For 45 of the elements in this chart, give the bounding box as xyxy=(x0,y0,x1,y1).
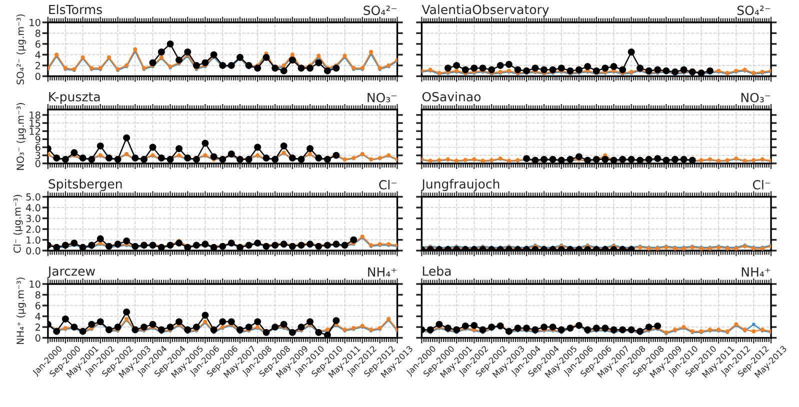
y-tick-label: 4.0 xyxy=(26,204,40,212)
y-tick-label: 6 xyxy=(35,144,40,152)
y-tick-label: 0 xyxy=(35,160,40,168)
y-tick-label: 0.0 xyxy=(26,247,40,254)
y-tick-label: 2 xyxy=(36,62,40,70)
text: NH₄⁺ xyxy=(368,267,396,277)
y-axis-title: Cl⁻ (µg.m⁻³) xyxy=(13,194,23,253)
chart-title: ElsTorms xyxy=(49,4,102,14)
y-tick-label: 6 xyxy=(35,302,40,310)
y-tick-label: 0 xyxy=(35,72,40,80)
text: SO₄²⁻ xyxy=(737,6,770,16)
y-tick-label: 9 xyxy=(35,136,40,144)
y-tick-label: 6 xyxy=(35,40,40,48)
y-tick-label: 4 xyxy=(35,312,40,320)
text: NH₄⁺ xyxy=(742,267,770,277)
y-tick-label: 10 xyxy=(30,18,40,26)
chart-title: ValentiaObservatory xyxy=(422,4,549,17)
chart-title: OSavinao xyxy=(422,92,481,102)
y-tick-label: 18 xyxy=(30,111,40,119)
y-tick-label: 8 xyxy=(35,291,40,299)
y-tick-label: 2 xyxy=(36,324,40,331)
y-tick-label: 4 xyxy=(35,51,40,58)
y-axis-title: SO₄²⁻ (µg.m⁻³) xyxy=(16,14,26,84)
text: Cl⁻ xyxy=(752,180,770,190)
text: SO₄²⁻ xyxy=(364,6,396,16)
chart-title: Jungfraujoch xyxy=(421,178,500,192)
y-tick-label: 2.0 xyxy=(26,226,40,233)
y-tick-label: 12 xyxy=(30,128,40,135)
y-tick-label: 1.0 xyxy=(26,236,40,244)
y-tick-label: 8 xyxy=(35,30,40,37)
y-tick-label: 3 xyxy=(36,152,40,160)
chart-title: K-puszta xyxy=(49,92,100,104)
chart-title: Jarczew xyxy=(47,266,95,278)
y-tick-label: 10 xyxy=(30,280,40,288)
text: NO₃⁻ xyxy=(368,92,396,102)
text: Cl⁻ xyxy=(379,180,396,190)
y-tick-label: 3.0 xyxy=(26,214,40,222)
text: NO₃⁻ xyxy=(741,92,770,102)
chart-title: Leba xyxy=(422,266,451,276)
y-tick-label: 5.0 xyxy=(26,193,40,201)
y-axis-title: NO₃⁻ (µg.m⁻³) xyxy=(16,103,26,170)
chart-title: Spitsbergen xyxy=(48,178,122,192)
y-tick-label: 15 xyxy=(30,120,40,127)
y-tick-label: 0 xyxy=(35,334,40,342)
y-axis-title: NH₄⁺ (µg.m⁻³) xyxy=(16,278,26,344)
